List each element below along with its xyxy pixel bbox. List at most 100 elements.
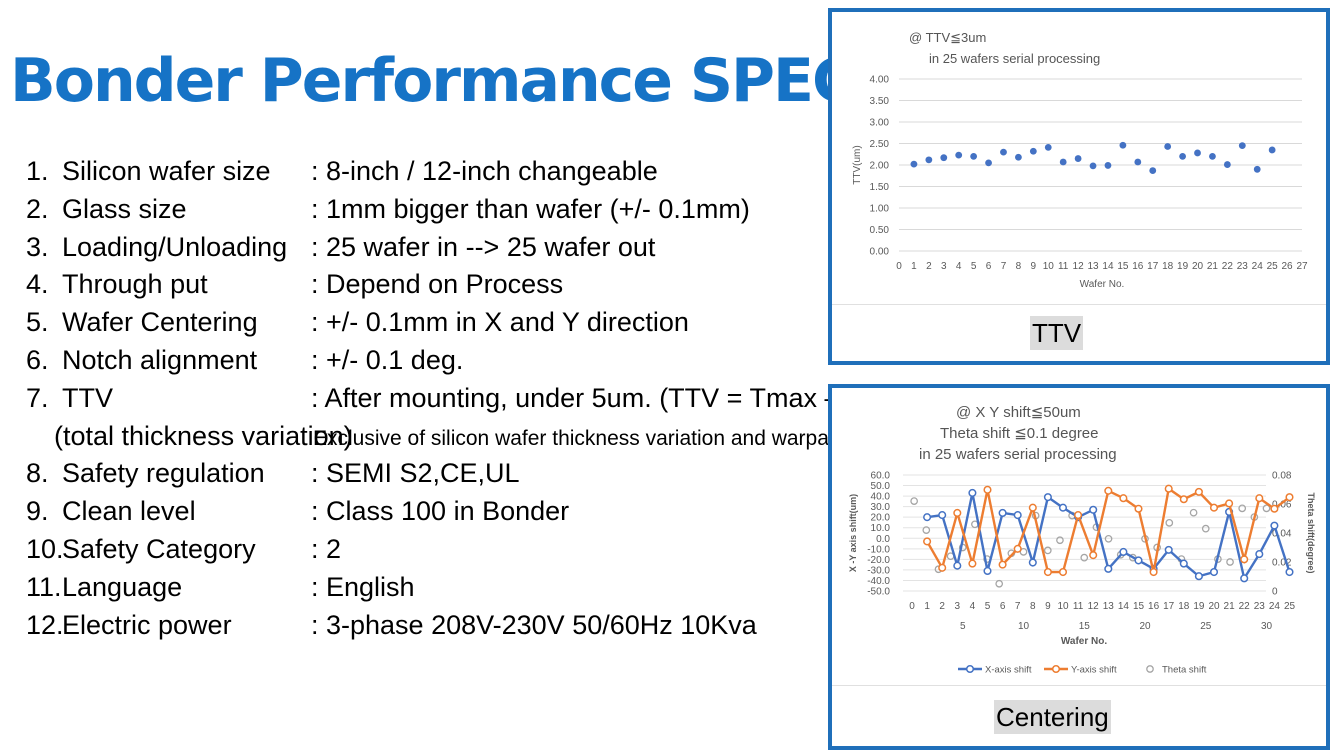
x-tick-label: 9 (1045, 601, 1051, 612)
x-tick-label: 24 (1269, 601, 1281, 612)
x-tick-label: 7 (1001, 261, 1007, 272)
y-axis-title: TTV(um) (852, 145, 863, 184)
x-tick-label: 18 (1178, 601, 1190, 612)
y-tick-label: 2.00 (870, 161, 890, 172)
x-tick-label: 15 (1117, 261, 1129, 272)
theta-shift-point (922, 526, 931, 534)
x-tick-label: 15 (1079, 621, 1091, 632)
x-tick-label: 1 (911, 261, 917, 272)
spec-number: 12. (26, 609, 64, 640)
spec-number: 1. (26, 156, 49, 186)
y-tick-label: 20.0 (871, 513, 891, 524)
x-tick-label: 30 (1261, 621, 1273, 632)
x-tick-label: 16 (1148, 601, 1160, 612)
spec-row: 9. Clean level: Class 100 in Bonder (0, 492, 820, 530)
x-axis-shift-point (1013, 511, 1022, 520)
spec-row: 11. Language: English (0, 568, 820, 606)
ttv-note-1: @ TTV≦3um (909, 30, 986, 45)
panel-separator (832, 685, 1326, 686)
spec-value: Exclusive of silicon wafer thickness var… (313, 426, 853, 450)
y-axis-shift-point (1164, 484, 1173, 493)
y-tick-label: 0.50 (870, 225, 890, 236)
y-axis-shift-point (1028, 503, 1037, 512)
x-tick-label: 0 (909, 601, 915, 612)
x-axis-shift-point (1134, 556, 1143, 565)
y-axis-shift-point (1225, 499, 1234, 508)
y-axis-shift-point (1149, 567, 1158, 577)
ttv-data-point (955, 151, 963, 159)
ttv-data-point (1000, 148, 1007, 156)
spec-label: Electric power (62, 609, 232, 640)
x-tick-label: 14 (1118, 601, 1130, 612)
x-tick-label: 17 (1163, 601, 1175, 612)
x-tick-label: 10 (1057, 601, 1069, 612)
y-tick-label: -10.0 (867, 544, 890, 555)
x-axis-shift-point (1089, 505, 1098, 514)
x-tick-label: 27 (1296, 261, 1308, 272)
spec-value: : Class 100 in Bonder (311, 496, 570, 527)
spec-label: Wafer Centering (62, 307, 258, 338)
spec-row: 12. Electric power: 3-phase 208V-230V 50/… (0, 606, 820, 644)
x-tick-label: 2 (939, 601, 945, 612)
y-tick-label: -30.0 (867, 565, 890, 576)
y-axis-shift-point (1285, 493, 1294, 502)
spec-value: : After mounting, under 5um. (TTV = Tmax… (311, 382, 916, 413)
spec-number: 11. (26, 571, 62, 602)
spec-row: 10. Safety Category: 2 (0, 530, 820, 568)
x-axis-shift-point (953, 561, 962, 570)
x-tick-label: 26 (1282, 261, 1294, 272)
x-tick-label: 9 (1031, 261, 1037, 272)
x-tick-label: 25 (1284, 601, 1296, 612)
spec-number: 9. (26, 496, 49, 527)
x-tick-label: 11 (1073, 601, 1084, 612)
x-axis-title: Wafer No. (1080, 279, 1125, 290)
spec-row: 4. Through put: Depend on Process (0, 265, 820, 303)
x-axis-shift-point (923, 513, 932, 522)
theta-shift-point (995, 579, 1004, 588)
x-tick-label: 5 (971, 261, 977, 272)
ttv-data-point (1044, 143, 1052, 151)
centering-chart: @ X Y shift≦50um Theta shift ≦0.1 degree i… (848, 404, 1316, 676)
y-axis-shift-point (1043, 567, 1052, 577)
x-tick-label: 13 (1087, 261, 1099, 272)
x-tick-label: 8 (1030, 601, 1036, 612)
ttv-caption: TTV (1030, 316, 1084, 350)
y-tick-label: 1.50 (870, 182, 890, 193)
ttv-data-point (1223, 161, 1231, 168)
spec-value: : +/- 0.1mm in X and Y direction (311, 307, 689, 338)
ttv-data-point (1119, 141, 1127, 149)
x-tick-label: 17 (1147, 261, 1159, 272)
y-axis-shift-point (1013, 544, 1022, 553)
x-tick-label: 15 (1133, 601, 1145, 612)
spec-label: Silicon wafer size (62, 156, 271, 186)
y-axis-shift-point (1089, 551, 1098, 560)
spec-number: 6. (26, 344, 49, 375)
theta-shift-point (910, 497, 919, 505)
theta-shift-point (1104, 534, 1113, 543)
spec-value: : 25 wafer in --> 25 wafer out (311, 231, 656, 262)
x-axis-title: Wafer No. (1061, 636, 1108, 647)
ttv-data-point (1059, 158, 1067, 166)
x-tick-label: 10 (1043, 261, 1055, 272)
spec-number: 10. (26, 533, 64, 564)
spec-value: : 2 (311, 533, 342, 564)
y2-axis-title: Theta shift(degree) (1306, 492, 1316, 573)
y-axis-shift-point (1074, 511, 1083, 520)
y-axis-shift-point (1104, 486, 1113, 495)
x-tick-label: 22 (1239, 601, 1251, 612)
x-tick-label: 6 (1000, 601, 1006, 612)
spec-number: 8. (26, 458, 49, 489)
x-tick-label: 10 (1018, 621, 1030, 632)
spec-label: Glass size (62, 193, 187, 224)
y-tick-label: 40.0 (871, 492, 891, 503)
ttv-data-point (1253, 165, 1261, 173)
spec-value: : SEMI S2,CE,UL (311, 458, 520, 489)
x-tick-label: 25 (1267, 261, 1279, 272)
centering-caption: Centering (994, 700, 1111, 734)
y-tick-label: 3.50 (870, 96, 890, 107)
theta-shift-point (1165, 519, 1174, 527)
legend-marker (965, 664, 975, 674)
x-axis-shift-point (1164, 545, 1173, 554)
ttv-data-point (1268, 146, 1276, 154)
spec-row: 3. Loading/Unloading: 25 wafer in --> 25 … (0, 228, 820, 266)
